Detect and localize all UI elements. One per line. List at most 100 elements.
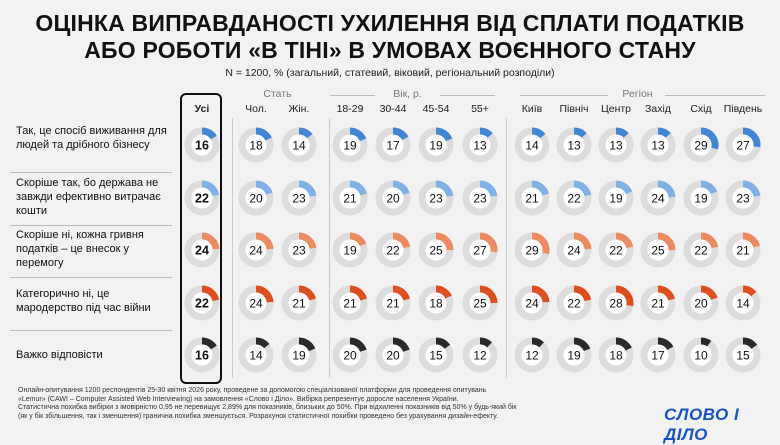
donut-center [521,239,543,261]
donut-arc [201,232,220,250]
donut-value-label: 23 [429,192,443,206]
donut-arc [657,180,676,198]
donut-arc [298,337,316,352]
donut-value-label: 18 [249,139,263,153]
donut-center [690,344,712,366]
row-separator [10,225,172,226]
group-label-age: Вік, р. [393,88,422,100]
footnote-line-1: Онлайн-опитування 1200 респондентів 25-3… [18,387,487,394]
donut-value-label: 19 [609,192,623,206]
donut-value-label: 21 [386,297,400,311]
donut-value-label: 19 [292,349,306,363]
donut-center [425,239,447,261]
donut-value-label: 12 [473,349,487,363]
donut-value-label: 29 [694,139,708,153]
donut-center [339,134,361,156]
donut-center [469,292,491,314]
separator-all [232,118,233,378]
donut-value-label: 24 [249,244,263,258]
donut-arc [479,285,498,304]
subtitle: N = 1200, % (загальний, статевий, вікови… [225,67,555,79]
donut-arc [615,180,633,195]
donut-value-label: 27 [473,244,487,258]
donut-center [521,134,543,156]
donut-value-label: 23 [292,192,306,206]
donut-center [245,344,267,366]
donut-arc [657,127,671,139]
donut-center [382,292,404,314]
donut-value-label: 21 [343,297,357,311]
donut-center [690,134,712,156]
donut-value-label: 24 [195,244,209,258]
donut-value-label: 13 [567,139,581,153]
donut-center [288,239,310,261]
donut-value-label: 16 [195,349,209,363]
row-separator [10,330,172,331]
donut-arc [349,232,367,247]
donut-value-label: 23 [473,192,487,206]
donut-center [425,344,447,366]
donut-center [521,292,543,314]
donut-value-label: 13 [473,139,487,153]
donut-value-label: 21 [736,244,750,258]
donut-arc [573,337,591,352]
column-header: Усі [194,103,210,115]
donut-arc [657,285,675,301]
donut-center [425,292,447,314]
donut-arc [255,232,274,250]
donut-arc [615,127,629,139]
donut-value-label: 19 [567,349,581,363]
donut-center [647,344,669,366]
donut-arc [700,337,712,347]
donut-value-label: 15 [736,349,750,363]
donut-center [288,187,310,209]
donut-center [245,239,267,261]
footnote-line-2: «Lemur» (CAWI – Computer Assisted Web In… [18,395,459,403]
donut-value-label: 15 [429,349,443,363]
donut-center [563,134,585,156]
row-label: Категорично ні, це мародерство під час в… [16,288,151,314]
donut-arc [479,127,493,139]
donut-value-label: 13 [651,139,665,153]
donut-arc [615,232,634,249]
donut-center [732,344,754,366]
donut-center [245,187,267,209]
donut-center [605,344,627,366]
donut-center [339,344,361,366]
donut-value-label: 18 [609,349,623,363]
donut-center [288,134,310,156]
donut-value-label: 20 [343,349,357,363]
donut-arc [479,337,492,348]
donut-value-label: 10 [694,349,708,363]
donut-value-label: 21 [525,192,539,206]
donut-arc [657,337,674,351]
donut-center [563,344,585,366]
donut-arc [573,232,592,250]
donut-arc [298,180,317,198]
donut-arc [742,180,761,198]
donut-center [605,134,627,156]
donut-value-label: 19 [694,192,708,206]
donut-value-label: 27 [736,139,750,153]
donut-value-label: 24 [249,297,263,311]
donut-arc [531,337,544,348]
donut-center [605,187,627,209]
donut-arc [298,285,316,301]
donut-arc [573,180,592,197]
donut-value-label: 14 [525,139,539,153]
donut-center [382,134,404,156]
footnote-line-4: (як у бік збільшення, так і зменшення) г… [18,412,499,420]
donut-center [732,187,754,209]
donut-arc [742,337,758,350]
donut-value-label: 18 [429,297,443,311]
donut-value-label: 25 [473,297,487,311]
donut-value-label: 21 [292,297,306,311]
donut-arc [392,337,410,353]
donut-center [245,134,267,156]
donut-value-label: 23 [736,192,750,206]
column-header: Північ [559,103,589,115]
donut-center [690,239,712,261]
title-line-2: АБО РОБОТИ «В ТІНІ» В УМОВАХ ВОЄННОГО СТ… [84,37,696,63]
donut-center [191,239,213,261]
donut-center [382,239,404,261]
